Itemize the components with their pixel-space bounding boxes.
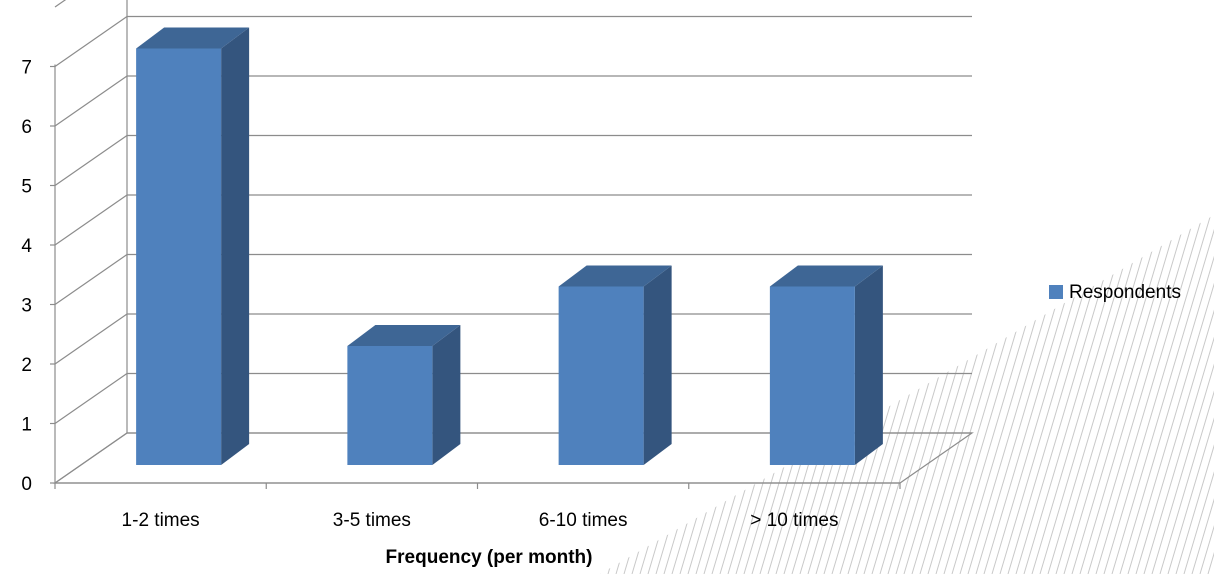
bar-side-face bbox=[854, 265, 883, 465]
hatch-line bbox=[1119, 215, 1214, 574]
y-tick-label: 2 bbox=[21, 355, 32, 376]
x-tick-label: 6-10 times bbox=[539, 510, 628, 531]
bar-top-face bbox=[347, 325, 461, 346]
y-tick-label: 6 bbox=[21, 117, 32, 138]
bar-top-face bbox=[558, 265, 672, 287]
hatch-line bbox=[951, 215, 1073, 574]
bar-top-face bbox=[769, 265, 883, 287]
hatch-line bbox=[871, 215, 993, 574]
hatch-line bbox=[1103, 215, 1214, 574]
hatch-line bbox=[1207, 215, 1214, 574]
side-wall-line bbox=[54, 373, 128, 424]
hatch-line bbox=[1143, 215, 1214, 574]
legend-label: Respondents bbox=[1069, 282, 1181, 303]
hatch-line bbox=[1127, 215, 1214, 574]
hatch-line bbox=[959, 215, 1081, 574]
y-tick-label: 1 bbox=[21, 415, 32, 436]
x-axis-title: Frequency (per month) bbox=[386, 547, 593, 568]
hatch-line bbox=[1055, 215, 1177, 574]
hatch-line bbox=[1079, 215, 1201, 574]
hatch-line bbox=[1135, 215, 1214, 574]
bar-side-face bbox=[221, 27, 250, 465]
hatch-line bbox=[1087, 215, 1209, 574]
hatch-line bbox=[1111, 215, 1214, 574]
side-wall-line bbox=[54, 313, 128, 365]
bar-side-face bbox=[643, 265, 672, 465]
hatch-line bbox=[911, 215, 1033, 574]
bar-top-face bbox=[136, 27, 250, 49]
hatch-line bbox=[1095, 215, 1214, 574]
side-wall-line bbox=[54, 194, 128, 246]
y-tick-label: 4 bbox=[21, 236, 32, 257]
hatch-line bbox=[919, 215, 1041, 574]
x-tick-label: 3-5 times bbox=[333, 510, 411, 531]
x-tick-label: > 10 times bbox=[750, 510, 838, 531]
bar-3 bbox=[558, 265, 672, 465]
hatch-line bbox=[1039, 215, 1161, 574]
y-tick-label: 7 bbox=[21, 58, 32, 79]
hatch-line bbox=[1063, 215, 1185, 574]
hatch-line bbox=[983, 215, 1105, 574]
hatch-line bbox=[967, 215, 1089, 574]
hatch-line bbox=[1015, 215, 1137, 574]
hatch-line bbox=[1071, 215, 1193, 574]
legend-swatch bbox=[1049, 285, 1063, 299]
x-tick-label: 1-2 times bbox=[122, 510, 200, 531]
bar-4 bbox=[769, 265, 883, 465]
hatch-line bbox=[1159, 215, 1214, 574]
bar-side-face bbox=[432, 325, 461, 465]
bars bbox=[136, 27, 883, 465]
hatch-line bbox=[1151, 215, 1214, 574]
hatch-line bbox=[1023, 215, 1145, 574]
hatch-line bbox=[1191, 215, 1214, 574]
side-wall-line bbox=[54, 75, 128, 127]
side-wall-line bbox=[54, 432, 128, 484]
side-wall-line bbox=[54, 0, 67, 8]
y-tick-label: 3 bbox=[21, 296, 32, 317]
legend-item: Respondents bbox=[1049, 282, 1181, 303]
hatch-line bbox=[935, 215, 1057, 574]
hatch-line bbox=[991, 215, 1113, 574]
hatch-line bbox=[887, 215, 1009, 574]
y-tick-label: 5 bbox=[21, 177, 32, 198]
bar-front-face bbox=[136, 48, 222, 465]
axes bbox=[50, 64, 901, 489]
hatch-line bbox=[879, 215, 1001, 574]
hatch-line bbox=[943, 215, 1065, 574]
bar-front-face bbox=[347, 346, 433, 465]
hatch-line bbox=[903, 215, 1025, 574]
bar-2 bbox=[347, 325, 461, 465]
hatch-line bbox=[1007, 215, 1129, 574]
y-tick-label: 0 bbox=[21, 474, 32, 495]
hatch-line bbox=[1175, 215, 1214, 574]
bar-front-face bbox=[558, 286, 644, 465]
hatch-line bbox=[1047, 215, 1169, 574]
axis-labels: 0 1 2 3 4 5 6 7 1-2 times 3-5 times 6-10 times > 10… bbox=[21, 58, 838, 569]
hatch-line bbox=[895, 215, 1017, 574]
hatch-line bbox=[975, 215, 1097, 574]
bar-1 bbox=[136, 27, 250, 465]
side-wall-line bbox=[54, 254, 128, 305]
hatch-line bbox=[1167, 215, 1214, 574]
legend: Respondents bbox=[1049, 282, 1181, 303]
hatch-line bbox=[1031, 215, 1153, 574]
bar-front-face bbox=[769, 286, 855, 465]
hatch-line bbox=[927, 215, 1049, 574]
side-wall-line bbox=[54, 16, 128, 67]
side-wall-line bbox=[54, 135, 128, 186]
hatch-line bbox=[1183, 215, 1214, 574]
hatch-line bbox=[999, 215, 1121, 574]
